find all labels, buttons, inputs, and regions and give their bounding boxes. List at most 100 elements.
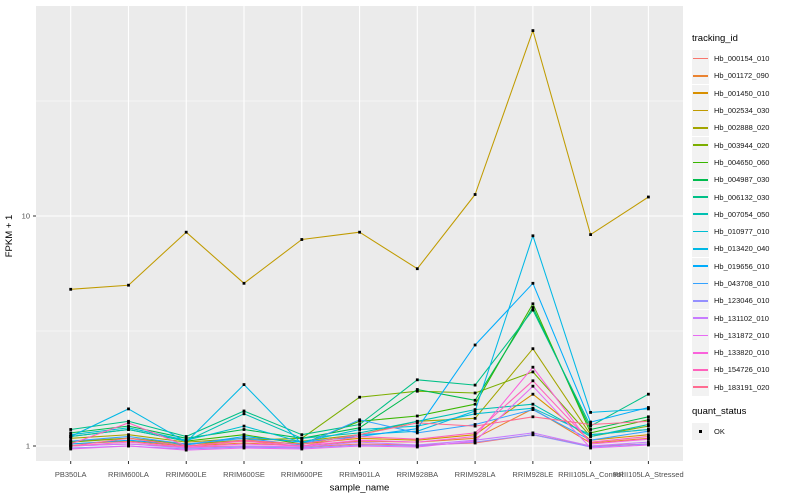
data-point-marker <box>415 429 419 433</box>
legend-item: Hb_007054_050 <box>692 205 798 223</box>
legend-item-label: Hb_002534_030 <box>714 106 770 116</box>
data-point-marker <box>127 419 130 423</box>
data-point-marker <box>127 435 130 438</box>
data-point-marker <box>415 445 419 449</box>
data-point-marker <box>242 436 246 440</box>
data-point-marker <box>358 436 361 440</box>
data-point-marker <box>242 444 246 448</box>
data-point-marker <box>242 424 246 428</box>
data-point-marker <box>184 444 188 448</box>
data-point-marker <box>127 442 130 446</box>
data-point-marker <box>184 438 188 442</box>
legend-item-label: Hb_183191_020 <box>714 382 770 392</box>
x-tick-label: RRIM901LA <box>339 470 380 479</box>
data-point-marker <box>647 443 650 447</box>
data-point-marker <box>242 281 246 285</box>
data-point-marker <box>647 428 650 431</box>
data-point-marker <box>415 267 419 271</box>
data-point-marker <box>473 423 477 426</box>
data-point-marker <box>242 442 246 446</box>
x-tick-label: RRIM928BA <box>396 470 438 479</box>
x-tick-label: RRIM600LE <box>166 470 207 479</box>
data-point-marker <box>127 428 130 431</box>
data-point-marker <box>589 423 592 426</box>
data-point-marker <box>127 283 130 287</box>
data-point-marker <box>127 433 130 437</box>
data-point-marker <box>184 442 188 446</box>
data-point-marker <box>531 347 535 351</box>
data-point-marker <box>531 308 535 312</box>
data-point-marker <box>184 440 188 444</box>
data-point-marker <box>647 440 650 444</box>
series-line-icon <box>692 188 709 206</box>
data-point-marker <box>358 433 361 437</box>
data-point-markers <box>69 29 650 452</box>
data-point-marker <box>242 428 246 431</box>
data-point-marker <box>127 444 130 448</box>
legend-item: Hb_019656_010 <box>692 257 798 275</box>
legend-item: Hb_003944_020 <box>692 136 798 154</box>
legend-item-label: Hb_006132_030 <box>714 192 770 202</box>
series-line-icon <box>692 119 709 137</box>
data-point-marker <box>69 433 73 437</box>
data-point-marker <box>415 419 419 423</box>
data-point-marker <box>358 440 361 444</box>
x-tick-label: PB350LA <box>55 470 87 479</box>
data-point-marker <box>127 426 130 430</box>
data-point-marker <box>531 431 535 435</box>
series-line-icon <box>692 67 709 85</box>
legend-item-label: Hb_000154_010 <box>714 54 770 64</box>
data-point-marker <box>473 435 477 438</box>
x-tick-label: RRIM600LA <box>108 470 149 479</box>
data-point-marker <box>589 428 592 431</box>
data-point-marker <box>647 195 650 199</box>
data-point-marker <box>589 420 592 424</box>
data-point-marker <box>473 431 477 435</box>
legend-item: Hb_043708_010 <box>692 275 798 292</box>
legend-item-label: Hb_010977_010 <box>714 227 770 237</box>
data-point-marker <box>531 392 535 396</box>
data-point-marker <box>242 446 246 450</box>
data-point-marker <box>415 424 419 428</box>
series-line-icon <box>692 84 709 102</box>
data-point-marker <box>69 287 73 291</box>
fpkm-line-chart: PB350LA RRIM600LA RRIM600LE RRIM600SE RRIM60… <box>4 6 684 494</box>
y-tick-label: 10 <box>22 212 30 221</box>
axis-tick-labels: PB350LA RRIM600LA RRIM600LE RRIM600SE RRIM60… <box>22 212 684 479</box>
data-point-marker <box>473 343 477 347</box>
data-point-marker <box>358 444 361 448</box>
legend-item: Hb_010977_010 <box>692 223 798 241</box>
data-point-marker <box>69 436 73 440</box>
data-point-marker <box>69 442 73 446</box>
legend-item-label: Hb_019656_010 <box>714 261 770 271</box>
data-point-marker <box>531 379 535 383</box>
data-point-marker <box>589 444 592 448</box>
legend-item: Hb_001172_090 <box>692 67 798 85</box>
data-point-marker <box>242 412 246 416</box>
legend-item-label: OK <box>714 427 725 437</box>
data-point-marker <box>589 435 592 438</box>
data-point-marker <box>531 234 535 238</box>
legend-item-label: Hb_002888_020 <box>714 123 770 133</box>
series-line-icon <box>692 326 709 344</box>
data-point-marker <box>647 424 650 428</box>
data-point-marker <box>531 302 535 306</box>
data-point-marker <box>415 437 419 441</box>
data-point-marker <box>531 29 535 32</box>
y-axis-title: FPKM + 1 <box>4 215 15 258</box>
data-point-marker <box>358 426 361 430</box>
data-point-marker <box>127 421 130 425</box>
data-point-marker <box>473 436 477 440</box>
data-point-marker <box>531 281 535 285</box>
x-tick-label: RRII105LA_Control <box>558 470 623 479</box>
data-point-marker <box>415 389 419 393</box>
data-point-marker <box>589 411 592 414</box>
data-point-marker <box>473 398 477 402</box>
legend-item: Hb_183191_020 <box>692 378 798 396</box>
data-point-marker <box>473 433 477 437</box>
legend-item-label: Hb_004650_060 <box>714 157 770 167</box>
data-point-marker <box>647 418 650 422</box>
axis-ticks <box>33 215 649 464</box>
series-line-icon <box>692 309 709 327</box>
legend-item-label: Hb_154726_010 <box>714 365 770 375</box>
